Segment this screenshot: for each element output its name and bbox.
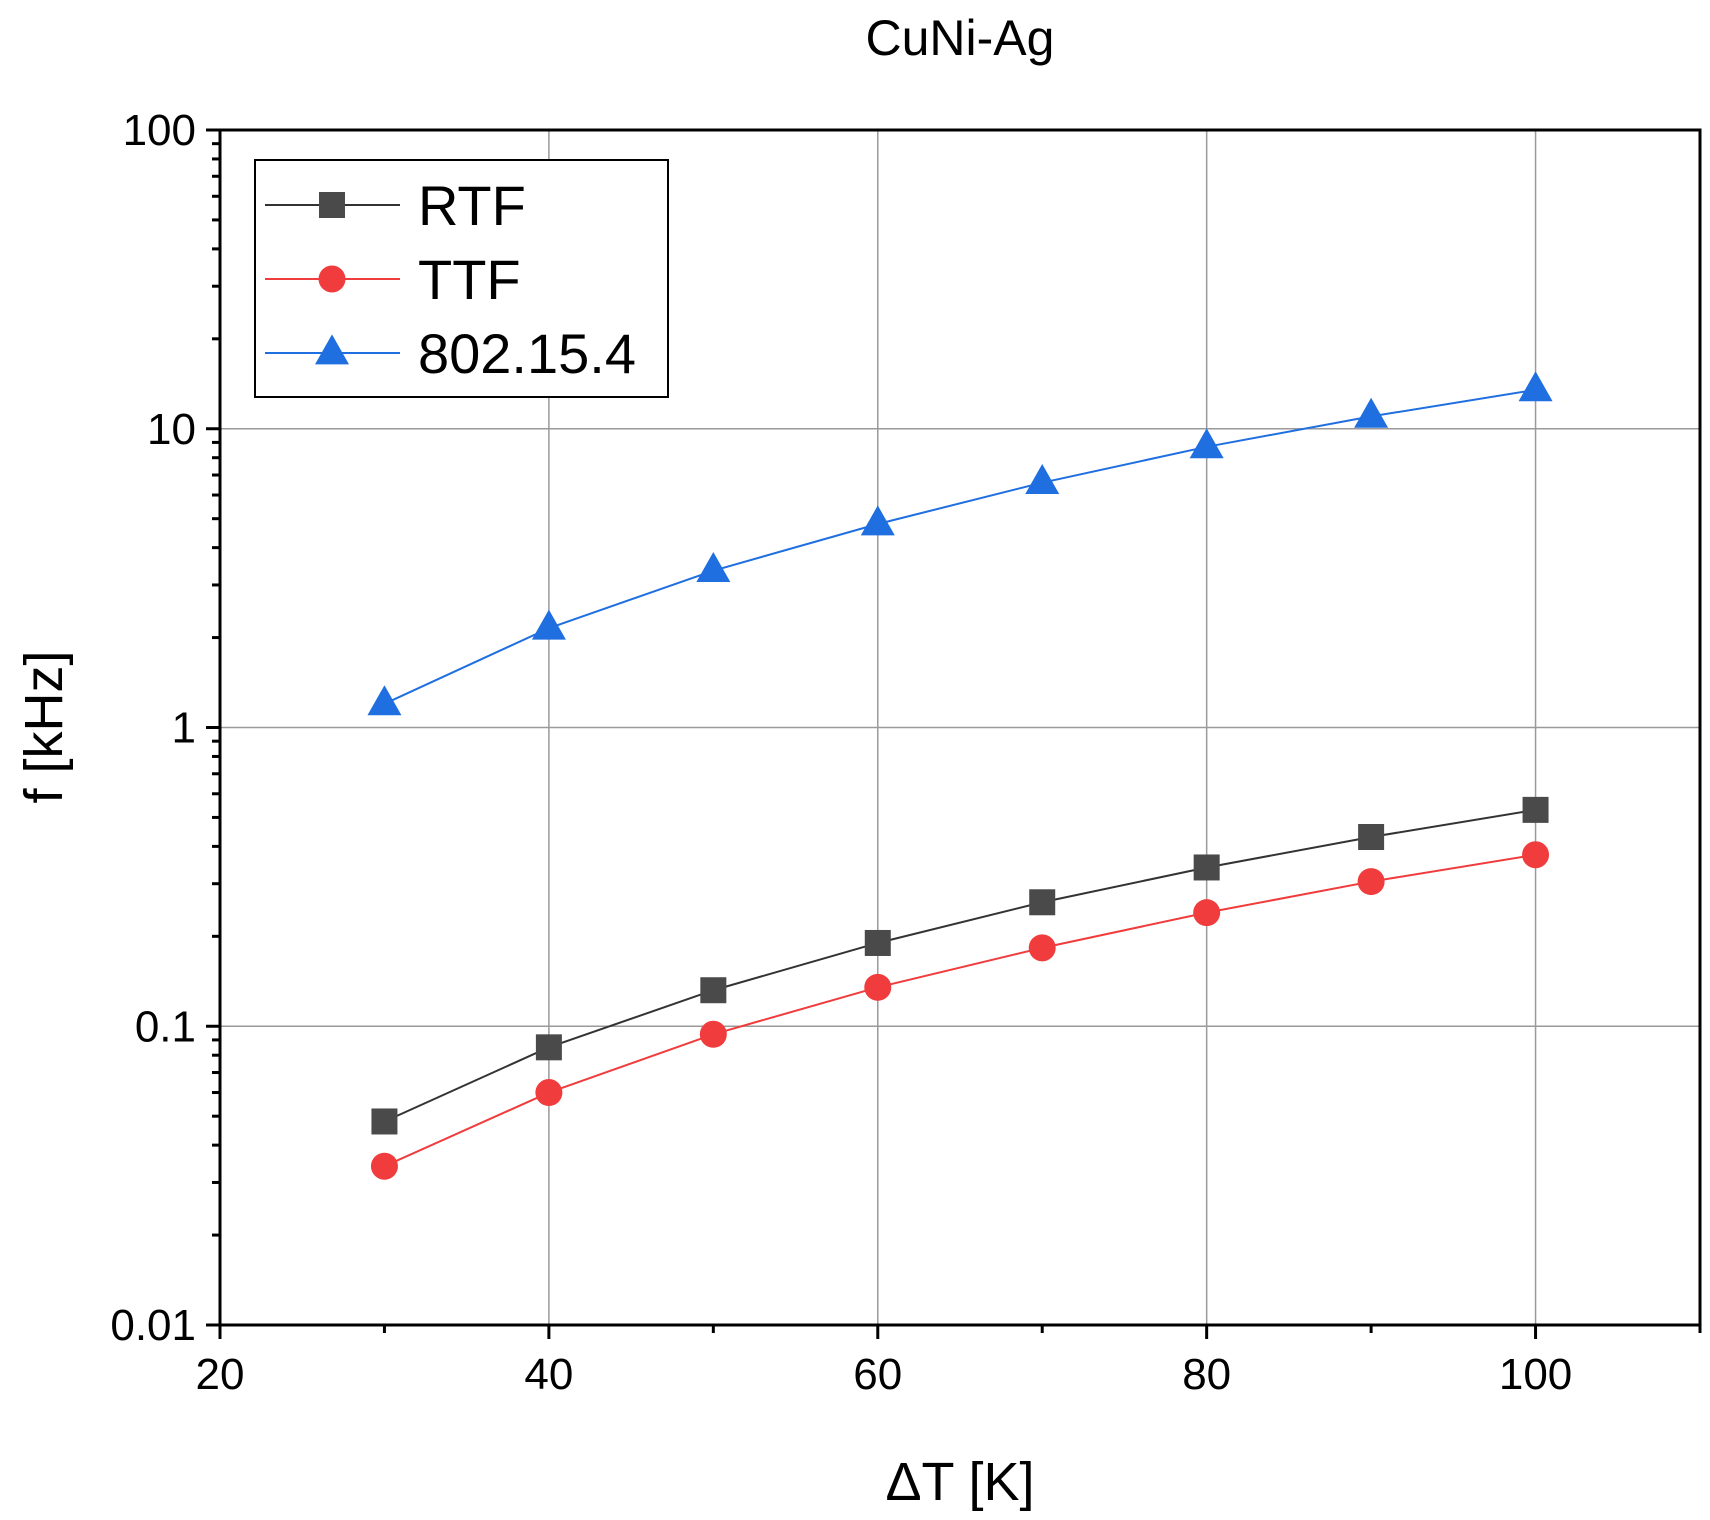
data-point xyxy=(367,685,402,716)
legend-marker xyxy=(318,265,346,293)
y-tick-label: 0.1 xyxy=(135,1002,196,1051)
x-tick-label: 60 xyxy=(853,1350,902,1399)
data-point xyxy=(370,1152,398,1180)
plot-series xyxy=(367,371,1553,1180)
legend-marker xyxy=(319,192,345,218)
data-point xyxy=(1518,371,1553,402)
data-point xyxy=(699,1020,727,1048)
series-802.15.4 xyxy=(367,371,1553,716)
legend-label: 802.15.4 xyxy=(418,322,636,385)
y-tick-label: 0.01 xyxy=(110,1301,196,1350)
chart-title: CuNi-Ag xyxy=(866,10,1055,66)
series-RTF xyxy=(371,796,1549,1135)
data-point xyxy=(1522,796,1549,823)
series-TTF xyxy=(370,841,1550,1180)
data-point xyxy=(1354,397,1389,428)
series-line xyxy=(384,388,1536,705)
x-tick-label: 100 xyxy=(1499,1350,1572,1399)
x-tick-label: 80 xyxy=(1182,1350,1231,1399)
x-tick-label: 20 xyxy=(196,1350,245,1399)
data-point xyxy=(1193,899,1221,927)
grid xyxy=(220,129,1700,1325)
data-point xyxy=(860,505,895,536)
y-tick-label: 10 xyxy=(147,405,196,454)
y-tick-label: 1 xyxy=(172,704,196,753)
data-point xyxy=(1358,824,1385,851)
legend-marker xyxy=(315,334,349,365)
x-axis-label: ΔT [K] xyxy=(885,1452,1034,1512)
x-tick-label: 40 xyxy=(524,1350,573,1399)
data-point xyxy=(1193,854,1220,881)
data-point xyxy=(700,977,727,1004)
data-point xyxy=(535,1034,562,1061)
y-axis-label: f [kHz] xyxy=(14,650,74,803)
data-point xyxy=(371,1108,398,1135)
ticks: 20 40 60 80 100 0.01 0.1 1 10 100 xyxy=(110,106,1702,1399)
y-tick-label: 100 xyxy=(123,106,196,155)
legend-label: TTF xyxy=(418,248,521,311)
series-line xyxy=(384,853,1536,1168)
data-point xyxy=(696,552,731,583)
legend: RTF TTF 802.15.4 xyxy=(254,159,669,398)
data-point xyxy=(531,609,566,640)
data-point xyxy=(864,973,892,1001)
data-point xyxy=(1028,934,1056,962)
series-line xyxy=(384,808,1536,1123)
data-point xyxy=(1029,889,1056,916)
data-point xyxy=(1025,464,1060,495)
data-point xyxy=(864,929,891,956)
data-point xyxy=(1189,428,1224,459)
legend-label: RTF xyxy=(418,174,526,237)
data-point xyxy=(1522,841,1550,869)
data-point xyxy=(535,1079,563,1107)
data-point xyxy=(1357,868,1385,896)
